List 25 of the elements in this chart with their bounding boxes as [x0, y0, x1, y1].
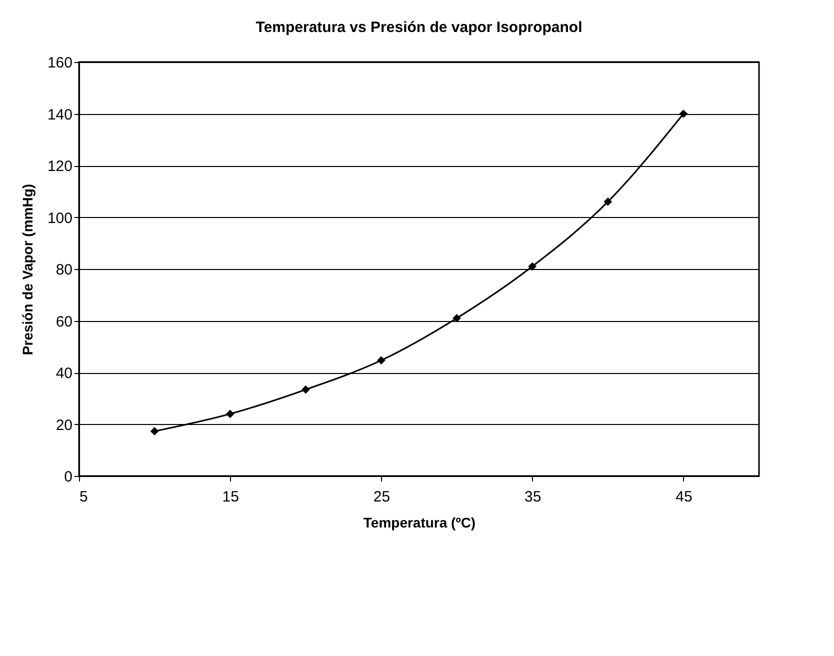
y-tick-label: 60	[56, 313, 72, 330]
point	[150, 427, 159, 436]
point	[377, 356, 386, 365]
x-tick-label: 25	[373, 488, 390, 506]
y-tick-label: 160	[47, 54, 72, 72]
x-tick-label: 5	[80, 488, 88, 506]
x-tick-label: 35	[524, 488, 542, 506]
y-tick-label: 100	[47, 210, 72, 227]
y-tick-label: 20	[56, 416, 72, 434]
y-tick-label: 80	[56, 262, 72, 278]
y-tick-label: 40	[56, 365, 72, 382]
point	[452, 314, 461, 322]
y-axis-title: Presión de Vapor (mmHg)	[19, 184, 36, 356]
y-tick-label: 0	[64, 468, 72, 486]
x-tick-label: 15	[222, 488, 239, 506]
point	[604, 198, 612, 206]
point	[301, 385, 310, 394]
x-tick-label: 45	[676, 488, 692, 506]
y-tick-label: 140	[47, 106, 72, 124]
point	[679, 110, 688, 118]
point	[226, 410, 234, 418]
chart-title: Temperatura vs Presión de vapor Isopropanol	[256, 19, 582, 36]
y-tick-label: 120	[47, 158, 72, 175]
x-axis-title: Temperatura (ºC)	[363, 514, 476, 530]
point	[528, 262, 537, 271]
